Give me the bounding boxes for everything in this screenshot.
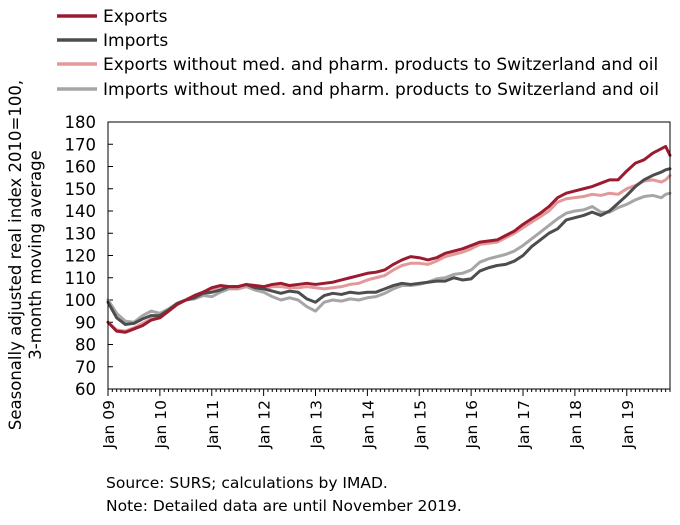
y-tick-label: 60 <box>75 380 96 399</box>
y-tick-label: 100 <box>65 291 97 310</box>
x-tick-label: Jan 11 <box>204 400 222 450</box>
x-axis: Jan 09 Jan 10 Jan 11 Jan 12 Jan 13 Jan 14 Jan … <box>100 389 671 450</box>
x-tick-label: Jan 19 <box>619 400 637 450</box>
x-tick-label: Jan 10 <box>152 400 170 450</box>
y-tick-label: 160 <box>65 158 97 177</box>
legend-label: Exports <box>103 7 168 27</box>
y-tick-label: 180 <box>65 113 97 132</box>
legend-label: Exports without med. and pharm. products… <box>103 55 658 75</box>
y-axis-label: Seasonally adjusted real index 2010=100,… <box>6 80 45 430</box>
y-tick-label: 140 <box>65 202 97 221</box>
y-tick-label: 170 <box>65 135 97 154</box>
legend: Exports Imports Exports without med. and p… <box>57 7 659 100</box>
y-axis: 60 70 80 90 100 110 120 130 140 150 160 170 180 <box>65 113 113 399</box>
x-tick-label: Jan 09 <box>100 400 118 450</box>
x-tick-label: Jan 18 <box>567 400 585 450</box>
y-tick-label: 70 <box>75 358 96 377</box>
y-tick-label: 120 <box>65 247 97 266</box>
x-tick-label: Jan 15 <box>411 400 429 450</box>
series-line-imports <box>106 167 672 326</box>
x-tick-label: Jan 17 <box>515 400 533 450</box>
x-tick-label: Jan 16 <box>463 400 481 450</box>
y-tick-label: 90 <box>75 313 96 332</box>
y-tick-label: 150 <box>65 180 97 199</box>
data-note: Note: Detailed data are until November 2… <box>106 497 462 515</box>
x-tick-label: Jan 12 <box>256 400 274 450</box>
y-axis-title-line: 3-month moving average <box>26 150 45 360</box>
legend-label: Imports without med. and pharm. products… <box>103 80 659 100</box>
y-tick-label: 130 <box>65 224 97 243</box>
y-axis-title-line: Seasonally adjusted real index 2010=100, <box>6 80 25 430</box>
legend-label: Imports <box>103 31 168 51</box>
y-tick-label: 80 <box>75 336 96 355</box>
y-tick-label: 110 <box>65 269 97 288</box>
series-layer <box>106 144 672 334</box>
series-line-exports <box>106 144 672 334</box>
source-note: Source: SURS; calculations by IMAD. <box>106 474 388 492</box>
x-tick-label: Jan 14 <box>359 400 377 450</box>
series-line-imports-adj <box>106 191 672 324</box>
plot-frame <box>107 121 671 390</box>
series-line-exports-adj <box>106 173 672 333</box>
x-tick-label: Jan 13 <box>308 400 326 450</box>
